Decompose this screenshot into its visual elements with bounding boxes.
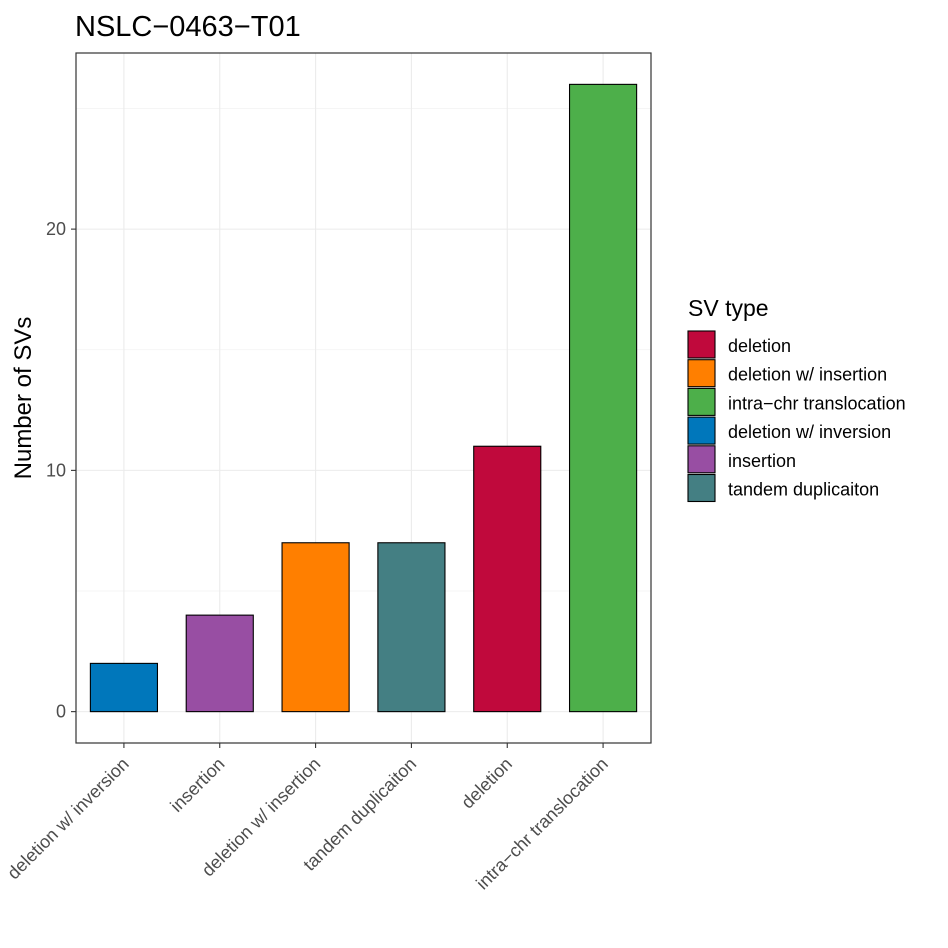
bar-deletion-w-insertion bbox=[281, 542, 350, 713]
legend-label: intra−chr translocation bbox=[728, 393, 906, 413]
legend-key bbox=[687, 473, 716, 503]
chart-title: NSLC−0463−T01 bbox=[75, 11, 301, 43]
plot-panel-border bbox=[75, 52, 652, 744]
bar-tandem-duplicaiton bbox=[377, 542, 446, 713]
legend-label: tandem duplicaiton bbox=[728, 480, 879, 500]
bar-deletion bbox=[473, 445, 542, 713]
y-tick-label: 20 bbox=[46, 219, 66, 239]
legend-key bbox=[687, 359, 716, 388]
x-tick-label: deletion w/ inversion bbox=[3, 754, 132, 883]
bars bbox=[89, 83, 638, 713]
y-axis-title: Number of SVs bbox=[10, 317, 37, 480]
x-tick-label: insertion bbox=[166, 754, 228, 816]
legend-title: SV type bbox=[688, 295, 769, 321]
bar-insertion bbox=[185, 614, 254, 713]
legend-label: insertion bbox=[728, 451, 796, 471]
bar-intra-chr-translocation bbox=[568, 83, 638, 713]
legend-key bbox=[687, 416, 716, 445]
legend-label: deletion w/ inversion bbox=[728, 422, 891, 442]
y-tick-label: 10 bbox=[46, 460, 66, 480]
legend-key bbox=[687, 445, 716, 474]
grid bbox=[76, 53, 651, 743]
bar-deletion-w-inversion bbox=[89, 662, 159, 713]
legend-key bbox=[687, 387, 716, 416]
legend-key bbox=[687, 330, 716, 359]
x-tick-label: deletion bbox=[457, 754, 516, 813]
legend: SV type deletion deletion w/ insertion int… bbox=[687, 295, 906, 503]
legend-label: deletion bbox=[728, 336, 791, 356]
y-tick-label: 0 bbox=[56, 702, 66, 722]
legend-label: deletion w/ insertion bbox=[728, 365, 887, 385]
